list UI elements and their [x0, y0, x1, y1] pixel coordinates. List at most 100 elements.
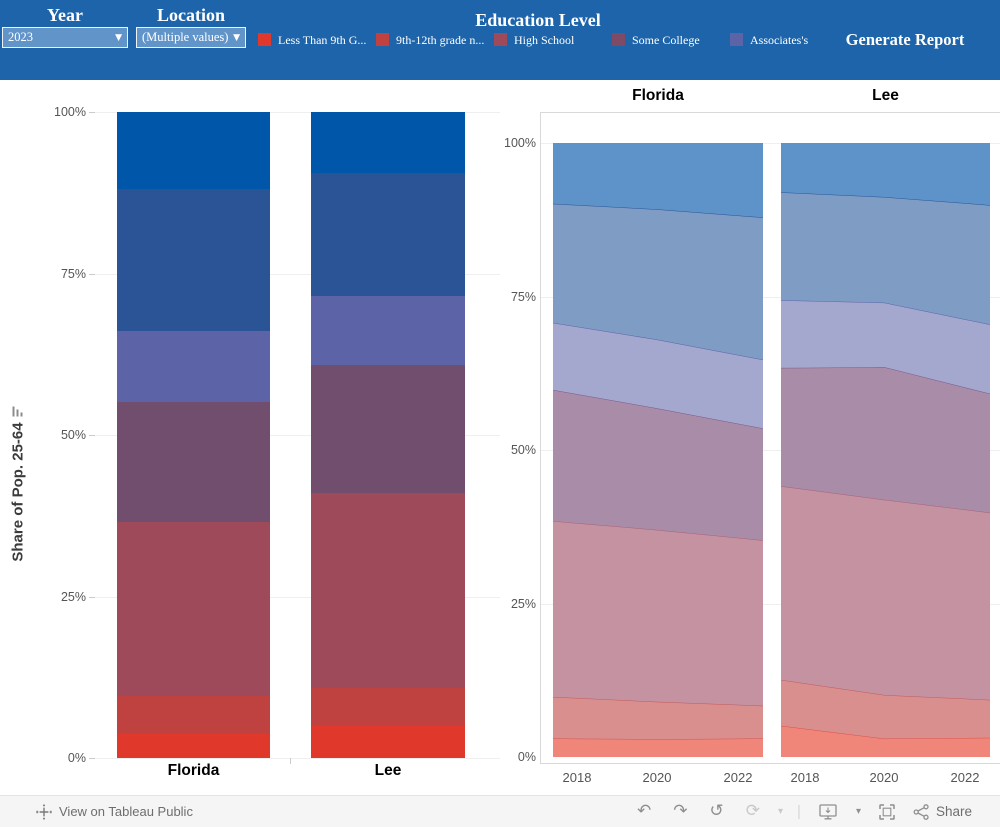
location-dropdown-value: (Multiple values) — [142, 30, 229, 44]
bar-chart-pane: Share of Pop. 25-64 100% 75% 50% 25% 0% … — [0, 80, 500, 795]
fullscreen-button[interactable] — [875, 802, 899, 822]
bar-segment-lee-6[interactable] — [311, 112, 465, 173]
x-axis-line — [540, 763, 1000, 764]
x-tick-label: 2022 — [723, 770, 753, 785]
view-on-tableau-public-link[interactable]: View on Tableau Public — [36, 796, 193, 827]
y-tick-label: 75% — [60, 266, 86, 281]
chevron-down-icon: ▼ — [115, 32, 122, 43]
gridline-75 — [541, 296, 1000, 298]
revert-button[interactable]: ↺ — [706, 801, 728, 822]
bar-segment-florida-6[interactable] — [117, 112, 270, 189]
legend-swatch — [494, 33, 507, 46]
area-band-florida-4[interactable] — [553, 322, 763, 429]
gridline-50 — [95, 435, 500, 436]
panel-header-florida: Florida — [632, 87, 684, 104]
category-tick — [290, 758, 291, 764]
bar-segment-lee-5[interactable] — [311, 172, 465, 296]
generate-report-button[interactable]: Generate Report — [840, 30, 970, 50]
bar-segment-lee-1[interactable] — [311, 687, 465, 726]
legend-label: Associates's — [750, 33, 809, 47]
area-band-lee-3[interactable] — [781, 367, 990, 513]
gridline-25 — [541, 603, 1000, 605]
area-band-florida-0[interactable] — [553, 738, 763, 757]
gridline-100 — [95, 112, 500, 113]
area-panel-svg-1 — [781, 143, 990, 757]
dashboard-header: Year 2023 ▼ Location (Multiple values) ▼… — [0, 0, 1000, 80]
refresh-button[interactable]: ⟳ — [742, 801, 764, 822]
y-tick — [89, 596, 95, 598]
x-tick-label: 2020 — [869, 770, 899, 785]
tableau-toolbar: View on Tableau Public ↶ ↷ ↺ ⟳ ▾ | ▾ Sha… — [0, 795, 1000, 827]
chevron-down-icon: ▼ — [233, 32, 240, 43]
legend-label: High School — [514, 33, 575, 47]
y-tick-label: 100% — [54, 105, 86, 119]
share-button[interactable]: Share — [913, 803, 972, 820]
area-panel-lee — [781, 143, 990, 757]
device-preview-button[interactable] — [815, 802, 842, 822]
panel-header-rule — [540, 112, 1000, 113]
bar-segment-florida-1[interactable] — [117, 696, 270, 735]
legend-item-9th-12th[interactable]: 9th-12th grade n... — [376, 33, 494, 48]
area-band-florida-5[interactable] — [553, 203, 763, 360]
attribution-text: View on Tableau Public — [59, 804, 193, 819]
location-dropdown[interactable]: (Multiple values) ▼ — [136, 27, 246, 48]
y-tick — [89, 758, 95, 759]
x-tick-label: 2022 — [950, 770, 980, 785]
undo-button[interactable]: ↶ — [633, 801, 655, 822]
y-tick-label: 25% — [510, 596, 536, 611]
redo-button[interactable]: ↷ — [669, 801, 691, 822]
area-band-florida-3[interactable] — [553, 389, 763, 541]
area-band-lee-5[interactable] — [781, 192, 990, 325]
legend-item-associates[interactable]: Associates's — [730, 33, 808, 48]
y-tick-label: 25% — [60, 589, 86, 604]
x-tick-label: 2018 — [562, 770, 592, 785]
bar-segment-florida-3[interactable] — [117, 402, 270, 523]
bar-segment-florida-2[interactable] — [117, 522, 270, 696]
y-tick-label: 0% — [517, 750, 536, 764]
bar-segment-florida-0[interactable] — [117, 734, 270, 758]
bar-segment-florida-5[interactable] — [117, 188, 270, 332]
legend-swatch — [258, 33, 271, 46]
stacked-bar-lee — [311, 112, 465, 758]
x-tick-label: 2020 — [642, 770, 672, 785]
y-tick-label: 0% — [67, 751, 86, 765]
bar-segment-lee-4[interactable] — [311, 295, 465, 366]
legend-item-some-college[interactable]: Some College — [612, 33, 730, 48]
y-tick-label: 50% — [510, 443, 536, 457]
sort-icon[interactable] — [12, 405, 23, 417]
bar-segment-lee-0[interactable] — [311, 725, 465, 758]
legend-swatch — [730, 33, 743, 46]
legend-swatch — [376, 33, 389, 46]
legend-label: 9th-12th grade n... — [396, 33, 485, 47]
year-dropdown-value: 2023 — [8, 30, 33, 44]
area-panel-svg-0 — [553, 143, 763, 757]
toolbar-buttons: ↶ ↷ ↺ ⟳ ▾ | ▾ Share — [633, 796, 972, 827]
area-band-florida-2[interactable] — [553, 521, 763, 706]
refresh-caret-icon[interactable]: ▾ — [778, 805, 784, 817]
y-axis-title: Share of Pop. 25-64 — [10, 334, 27, 634]
area-band-lee-6[interactable] — [781, 143, 990, 206]
bar-segment-florida-4[interactable] — [117, 331, 270, 403]
legend-item-high-school[interactable]: High School — [494, 33, 612, 48]
stacked-bar-florida — [117, 112, 270, 758]
year-dropdown[interactable]: 2023 ▼ — [2, 27, 128, 48]
gridline-25 — [95, 596, 500, 598]
y-tick-label: 50% — [60, 428, 86, 442]
area-band-lee-1[interactable] — [781, 679, 990, 739]
area-band-lee-2[interactable] — [781, 486, 990, 700]
x-category-label-lee: Lee — [374, 762, 402, 779]
device-preview-caret-icon[interactable]: ▾ — [855, 805, 861, 817]
area-band-lee-0[interactable] — [781, 725, 990, 757]
area-panel-florida — [553, 143, 763, 757]
area-band-florida-1[interactable] — [553, 696, 763, 740]
year-filter-label: Year — [47, 5, 83, 25]
bar-segment-lee-3[interactable] — [311, 365, 465, 493]
legend-label: Less Than 9th G... — [278, 33, 367, 47]
area-band-florida-6[interactable] — [553, 143, 763, 218]
area-band-lee-4[interactable] — [781, 300, 990, 394]
legend-item-less-than-9th[interactable]: Less Than 9th G... — [258, 33, 376, 48]
area-boundary-line — [553, 738, 763, 739]
y-tick — [89, 112, 95, 113]
y-tick-label: 75% — [510, 289, 536, 304]
bar-segment-lee-2[interactable] — [311, 492, 465, 688]
